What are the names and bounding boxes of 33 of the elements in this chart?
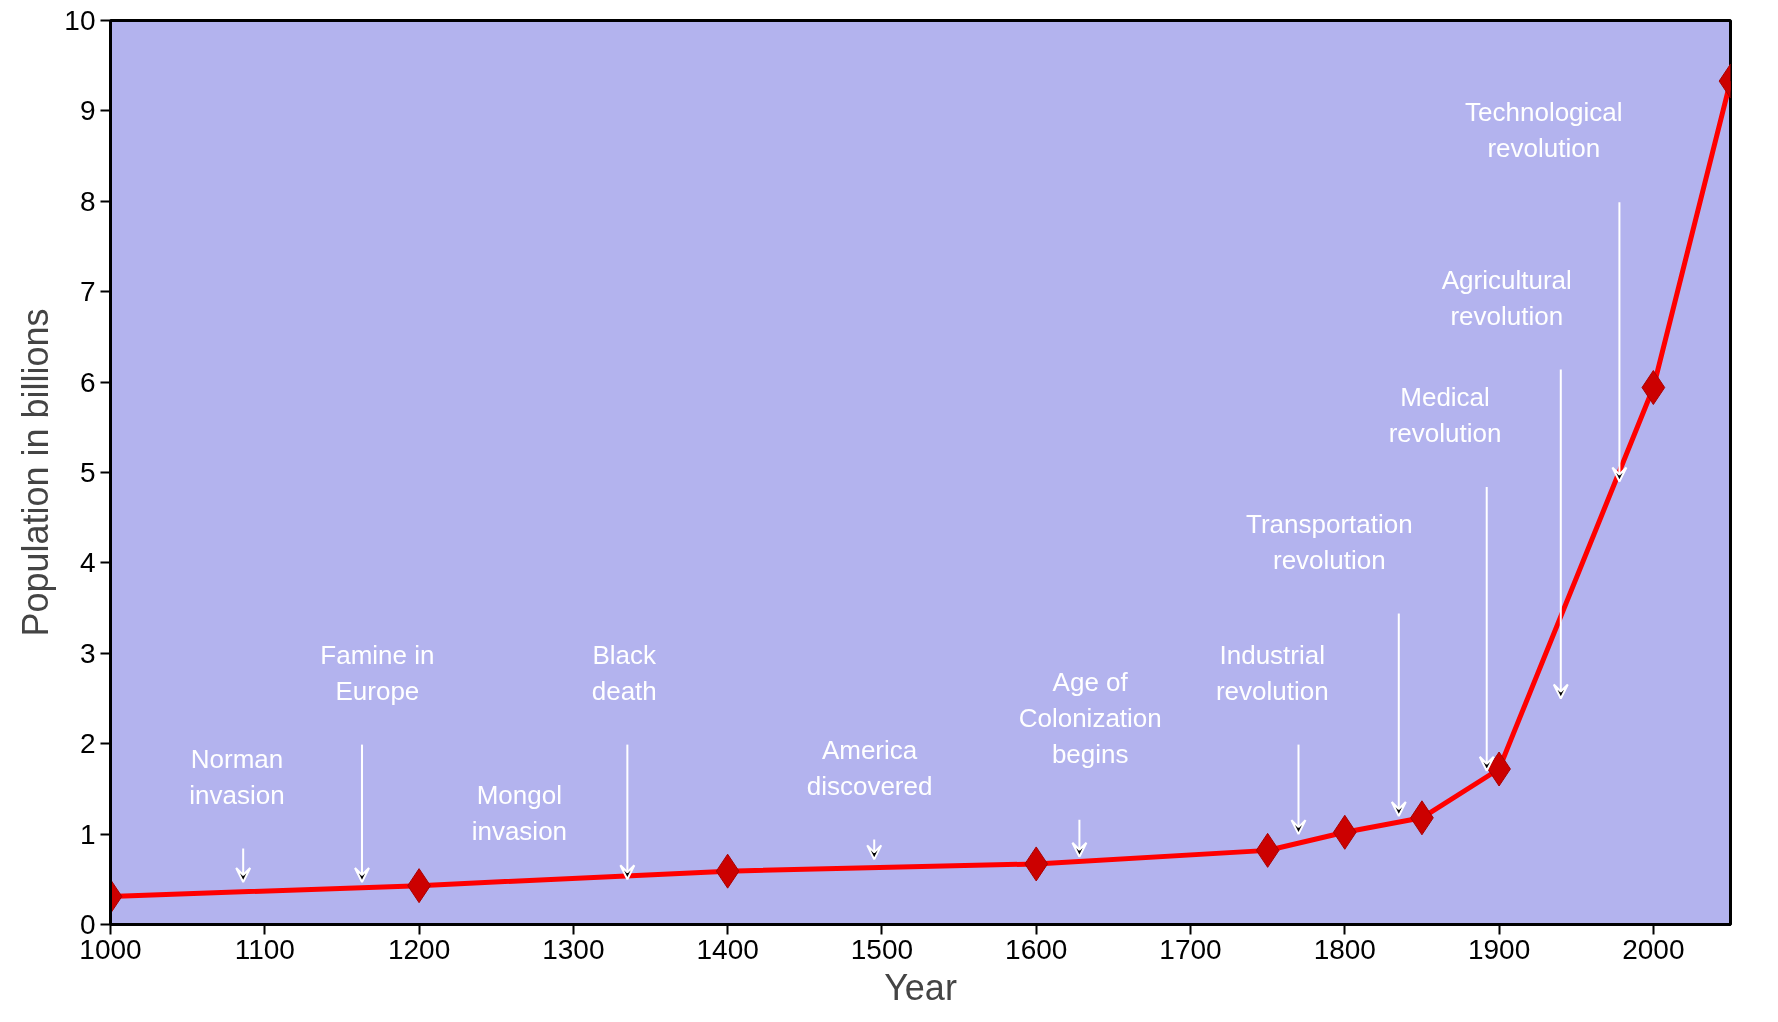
- x-tick-label: 1400: [696, 933, 759, 965]
- x-tick-label: 1100: [234, 933, 295, 965]
- annotation: Agricultural revolution: [1441, 264, 1572, 331]
- x-tick-label: 1200: [387, 933, 451, 965]
- y-tick-label: 8: [79, 185, 96, 217]
- y-tick-label: 5: [79, 457, 96, 488]
- y-tick-label: 4: [79, 547, 96, 579]
- annotation: Transportation revolution: [1246, 508, 1413, 575]
- annotation: Black death: [591, 639, 658, 706]
- x-tick-label: 1500: [850, 933, 914, 965]
- annotation: Technological revolution: [1465, 97, 1623, 164]
- x-tick-label: 1700: [1159, 933, 1222, 965]
- x-tick-label: 1900: [1467, 933, 1531, 965]
- x-tick-label: 1300: [542, 933, 605, 965]
- y-tick-label: 9: [79, 95, 96, 127]
- y-tick-label: 7: [79, 276, 96, 308]
- x-axis-title: Year: [884, 966, 957, 1008]
- annotation: America discovered: [806, 734, 933, 801]
- x-tick-label: 2000: [1622, 933, 1685, 965]
- y-tick-label: 3: [79, 637, 96, 669]
- x-tick-label: 1600: [1005, 933, 1068, 965]
- y-tick-label: 2: [79, 728, 96, 760]
- annotation: Famine in Europe: [320, 639, 435, 706]
- y-axis-title: Population in billions: [15, 308, 57, 637]
- annotation: Age of Colonization begins: [1018, 666, 1162, 769]
- y-tick-label: 1: [79, 818, 96, 850]
- annotation: Mongol invasion: [471, 779, 568, 846]
- annotation: Medical revolution: [1388, 382, 1502, 449]
- annotation: Norman invasion: [189, 743, 285, 810]
- x-tick-label: 1800: [1313, 933, 1376, 965]
- y-tick-label: 6: [79, 366, 96, 398]
- annotation: Industrial revolution: [1215, 639, 1329, 706]
- y-tick-label: 10: [64, 5, 96, 36]
